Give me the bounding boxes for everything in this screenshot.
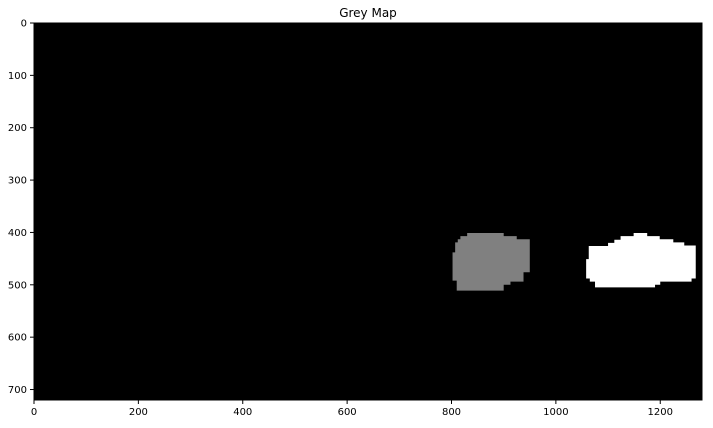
- x-tick-label: 1000: [543, 407, 568, 418]
- x-axis: 0 200 400 600 800 1000 1200: [31, 400, 673, 418]
- chart-title: Grey Map: [339, 6, 397, 20]
- x-tick-label: 1200: [648, 407, 673, 418]
- y-tick-label: 700: [8, 385, 27, 396]
- x-tick-label: 200: [129, 407, 148, 418]
- plot-frame: [33, 22, 703, 401]
- grey-region-1: [452, 232, 530, 291]
- y-tick-label: 100: [8, 71, 27, 82]
- plot-area: [34, 23, 702, 400]
- y-tick-label: 0: [21, 19, 27, 30]
- regions-layer: [452, 232, 696, 291]
- y-tick-label: 600: [8, 333, 27, 344]
- x-tick-label: 800: [442, 407, 461, 418]
- y-tick-label: 300: [8, 176, 27, 187]
- y-tick-label: 200: [8, 123, 27, 134]
- y-axis: 0 100 200 300 400 500 600 700: [8, 19, 34, 396]
- y-tick-label: 500: [8, 280, 27, 291]
- x-tick-label: 600: [338, 407, 357, 418]
- grey-region-2: [586, 232, 696, 288]
- y-tick-label: 400: [8, 228, 27, 239]
- x-tick-label: 400: [233, 407, 252, 418]
- x-tick-label: 0: [31, 407, 37, 418]
